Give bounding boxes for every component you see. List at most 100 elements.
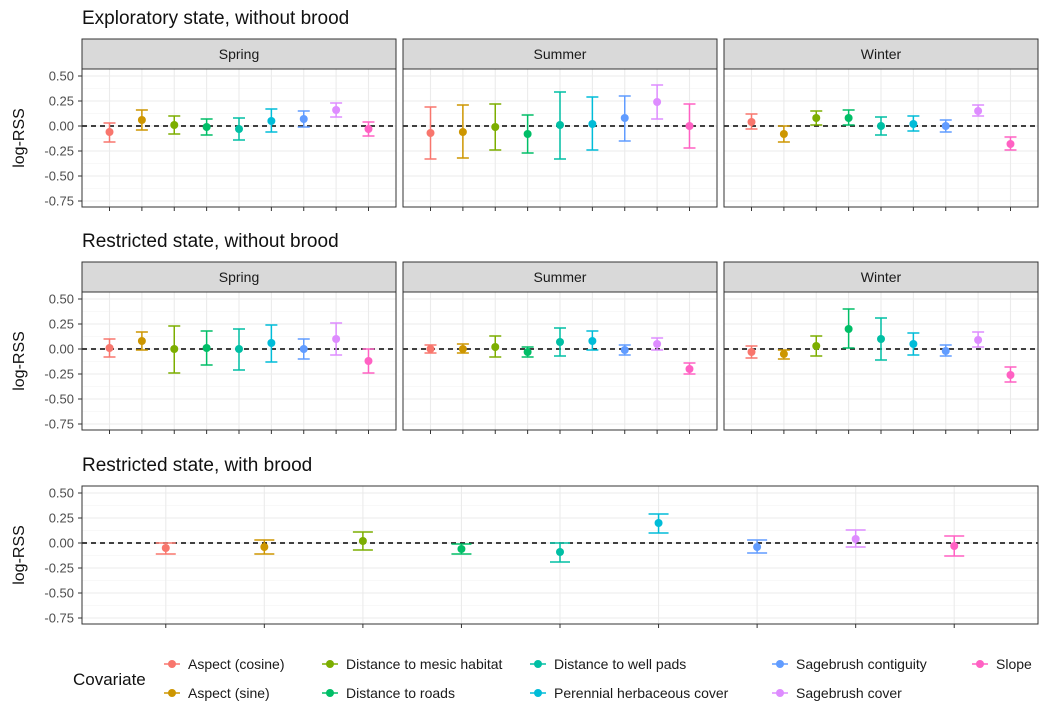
facet-winter: Winter bbox=[723, 38, 1039, 211]
point-estimate bbox=[844, 114, 853, 122]
estimate-sagebrush-contiguity bbox=[939, 344, 952, 357]
estimate-slope bbox=[944, 535, 965, 557]
estimate-sagebrush-contiguity bbox=[939, 119, 952, 133]
point-estimate bbox=[523, 130, 532, 138]
point-estimate bbox=[556, 121, 564, 129]
row-title: Restricted state, without brood bbox=[82, 231, 339, 252]
y-tick-label: -0.25 bbox=[44, 144, 74, 159]
point-estimate bbox=[235, 345, 243, 353]
point-estimate bbox=[267, 117, 276, 125]
point-estimate bbox=[105, 344, 114, 352]
legend-label: Sagebrush contiguity bbox=[796, 656, 927, 672]
y-tick-label: -0.50 bbox=[44, 586, 74, 601]
facet-label: Summer bbox=[534, 46, 587, 62]
point-estimate bbox=[170, 121, 179, 129]
estimate-perennial-herbaceous-cover bbox=[907, 115, 920, 132]
facet-strip bbox=[723, 261, 1039, 293]
facet-label: Spring bbox=[219, 269, 259, 285]
estimate-slope bbox=[1004, 136, 1017, 151]
point-estimate bbox=[974, 107, 983, 115]
estimate-aspect-cosine bbox=[155, 542, 176, 555]
row-title: Exploratory state, without brood bbox=[82, 8, 349, 29]
point-estimate bbox=[877, 335, 885, 343]
point-estimate bbox=[426, 345, 435, 353]
estimate-distance-to-roads bbox=[842, 109, 855, 126]
legend-item: Slope bbox=[972, 656, 1032, 672]
point-estimate bbox=[260, 543, 269, 551]
legend-key-point bbox=[776, 660, 784, 668]
estimate-sagebrush-cover bbox=[651, 337, 664, 351]
legend-label: Distance to roads bbox=[346, 685, 455, 701]
point-estimate bbox=[909, 120, 918, 128]
point-estimate bbox=[491, 343, 500, 351]
estimate-distance-to-well-pads bbox=[875, 116, 887, 136]
point-estimate bbox=[170, 345, 179, 353]
point-estimate bbox=[747, 118, 756, 126]
chart-row-0: Exploratory state, without brood log-RSS 0… bbox=[11, 8, 1039, 211]
facet-label: Winter bbox=[861, 46, 902, 62]
estimate-sagebrush-cover bbox=[330, 102, 343, 118]
y-tick-label: 0.00 bbox=[49, 119, 74, 134]
estimate-distance-to-roads bbox=[200, 118, 213, 136]
y-tick-label: 0.00 bbox=[49, 342, 74, 357]
estimate-aspect-sine bbox=[777, 125, 790, 143]
legend-item: Sagebrush contiguity bbox=[772, 656, 927, 672]
estimate-sagebrush-contiguity bbox=[297, 338, 310, 360]
point-estimate bbox=[844, 325, 853, 333]
point-estimate bbox=[235, 125, 243, 133]
facet-panel bbox=[81, 485, 1039, 628]
estimate-aspect-cosine bbox=[103, 122, 116, 143]
point-estimate bbox=[458, 345, 467, 353]
chart-row-2: Restricted state, with brood log-RSS 0.50 0… bbox=[11, 455, 1039, 628]
legend-key-point bbox=[168, 660, 176, 668]
estimate-aspect-cosine bbox=[103, 338, 116, 358]
legend-label: Perennial herbaceous cover bbox=[554, 685, 729, 701]
y-tick-label: -0.25 bbox=[44, 561, 74, 576]
estimate-aspect-cosine bbox=[745, 113, 758, 130]
legend-label: Distance to well pads bbox=[554, 656, 686, 672]
point-estimate bbox=[753, 543, 762, 551]
legend-item: Distance to well pads bbox=[530, 656, 686, 672]
estimate-slope bbox=[683, 103, 696, 149]
y-tick-label: -0.75 bbox=[44, 417, 74, 432]
estimate-distance-to-well-pads bbox=[875, 317, 887, 361]
estimate-perennial-herbaceous-cover bbox=[265, 324, 278, 363]
legend-key-point bbox=[534, 689, 542, 697]
point-estimate bbox=[267, 339, 276, 347]
point-estimate bbox=[974, 336, 983, 344]
estimate-distance-to-well-pads bbox=[233, 117, 245, 141]
estimate-aspect-cosine bbox=[424, 106, 437, 160]
legend-label: Distance to mesic habitat bbox=[346, 656, 503, 672]
estimate-aspect-sine bbox=[777, 349, 790, 360]
point-estimate bbox=[747, 348, 756, 356]
point-estimate bbox=[364, 125, 373, 133]
facet-label: Summer bbox=[534, 269, 587, 285]
estimate-distance-to-mesic-habitat bbox=[352, 531, 373, 551]
point-estimate bbox=[779, 350, 788, 358]
point-estimate bbox=[332, 106, 341, 114]
estimate-distance-to-mesic-habitat bbox=[168, 325, 181, 374]
point-estimate bbox=[654, 519, 663, 527]
point-estimate bbox=[812, 114, 821, 122]
legend-label: Aspect (cosine) bbox=[188, 656, 284, 672]
estimate-distance-to-mesic-habitat bbox=[489, 335, 502, 358]
point-estimate bbox=[556, 338, 564, 346]
facet-summer: Summer bbox=[402, 38, 718, 211]
point-estimate bbox=[653, 98, 662, 106]
point-estimate bbox=[523, 348, 532, 356]
point-estimate bbox=[358, 537, 367, 545]
estimate-sagebrush-cover bbox=[972, 331, 985, 348]
legend-item: Sagebrush cover bbox=[772, 685, 902, 701]
estimate-distance-to-roads bbox=[521, 114, 534, 154]
point-estimate bbox=[426, 129, 435, 137]
legend-key-point bbox=[326, 660, 334, 668]
legend-item: Distance to mesic habitat bbox=[322, 656, 503, 672]
y-tick-label: -0.25 bbox=[44, 367, 74, 382]
estimate-sagebrush-contiguity bbox=[618, 95, 631, 142]
point-estimate bbox=[909, 340, 918, 348]
point-estimate bbox=[105, 128, 114, 136]
point-estimate bbox=[299, 345, 308, 353]
facet-spring: Spring bbox=[81, 38, 397, 211]
estimate-perennial-herbaceous-cover bbox=[586, 96, 599, 151]
